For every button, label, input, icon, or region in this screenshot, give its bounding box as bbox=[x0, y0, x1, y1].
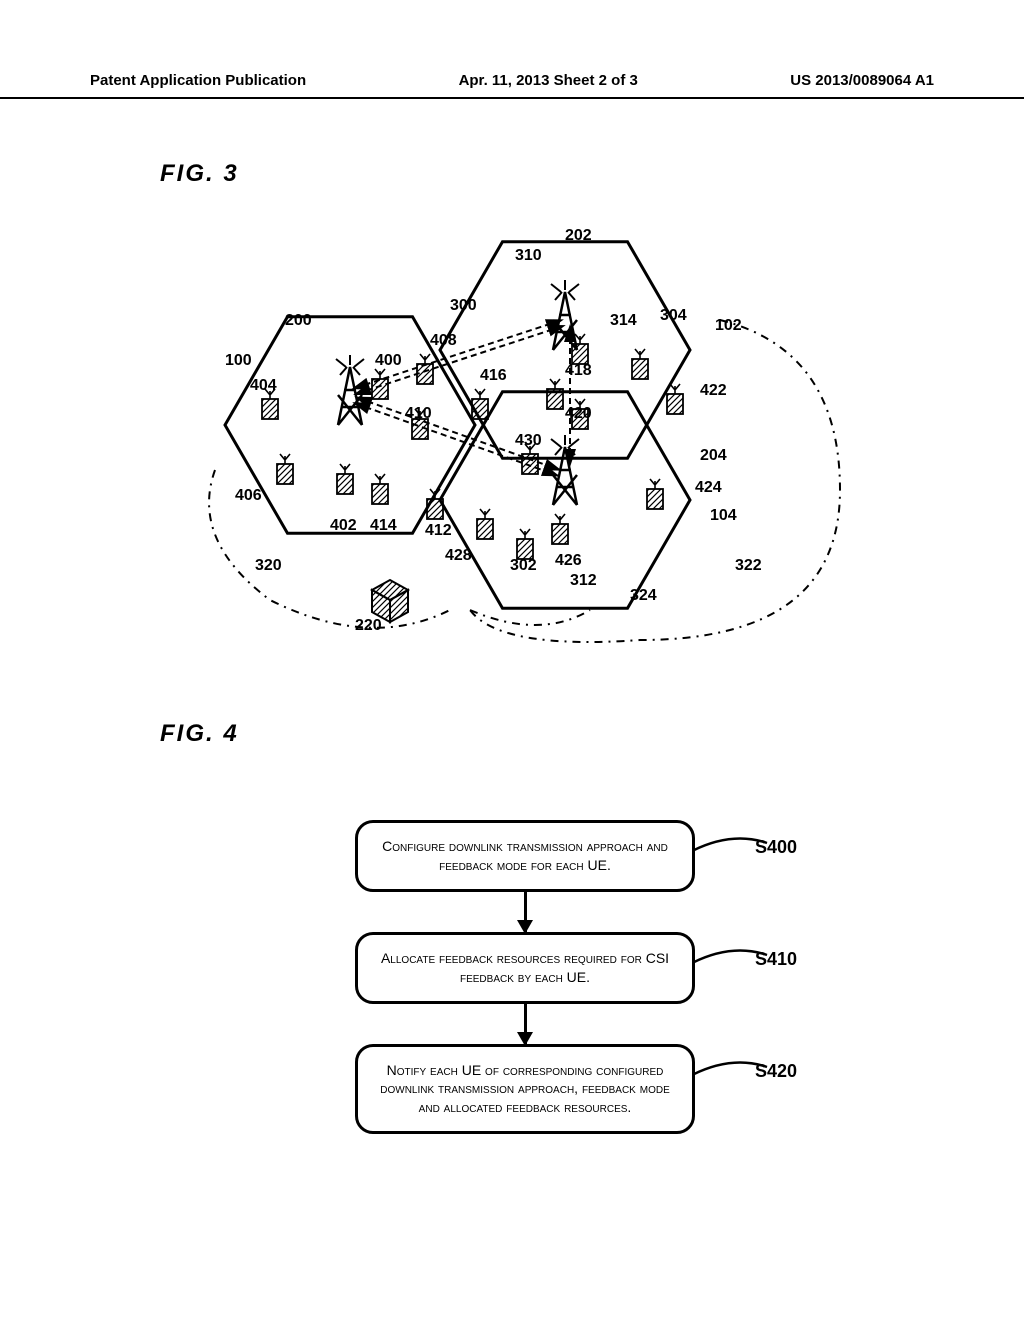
flow-arrow-icon bbox=[524, 1004, 527, 1044]
header-right: US 2013/0089064 A1 bbox=[790, 72, 934, 89]
svg-text:312: 312 bbox=[570, 572, 597, 589]
flow-step-text: Notify each UE of corresponding configur… bbox=[380, 1062, 669, 1116]
svg-text:422: 422 bbox=[700, 382, 727, 399]
svg-text:416: 416 bbox=[480, 367, 507, 384]
flow-step-id: S400 bbox=[755, 835, 797, 859]
svg-text:426: 426 bbox=[555, 552, 582, 569]
flow-step-id: S410 bbox=[755, 947, 797, 971]
svg-text:418: 418 bbox=[565, 362, 592, 379]
svg-text:200: 200 bbox=[285, 312, 312, 329]
svg-text:220: 220 bbox=[355, 617, 382, 634]
flow-step-s400: Configure downlink transmission approach… bbox=[355, 820, 695, 892]
svg-text:320: 320 bbox=[255, 557, 282, 574]
svg-text:324: 324 bbox=[630, 587, 657, 604]
svg-text:314: 314 bbox=[610, 312, 637, 329]
fig3-diagram: 202 310 300 314 304 102 200 100 404 400 408 416 418 4… bbox=[120, 170, 900, 670]
fig4-label: FIG. 4 bbox=[160, 720, 239, 748]
svg-text:420: 420 bbox=[565, 405, 592, 422]
svg-text:204: 204 bbox=[700, 447, 727, 464]
svg-text:400: 400 bbox=[375, 352, 402, 369]
svg-text:304: 304 bbox=[660, 307, 687, 324]
svg-text:100: 100 bbox=[225, 352, 252, 369]
page-header: Patent Application Publication Apr. 11, … bbox=[0, 72, 1024, 99]
svg-text:102: 102 bbox=[715, 317, 742, 334]
flow-step-s420: Notify each UE of corresponding configur… bbox=[355, 1044, 695, 1135]
svg-text:408: 408 bbox=[430, 332, 457, 349]
flow-step-text: Configure downlink transmission approach… bbox=[382, 838, 668, 873]
svg-text:412: 412 bbox=[425, 522, 452, 539]
fig4-flowchart: Configure downlink transmission approach… bbox=[250, 820, 800, 1134]
flow-step-text: Allocate feedback resources required for… bbox=[381, 950, 669, 985]
svg-text:410: 410 bbox=[405, 405, 432, 422]
svg-text:428: 428 bbox=[445, 547, 472, 564]
flow-step-s410: Allocate feedback resources required for… bbox=[355, 932, 695, 1004]
header-center: Apr. 11, 2013 Sheet 2 of 3 bbox=[459, 72, 638, 89]
svg-text:202: 202 bbox=[565, 227, 592, 244]
flow-arrow-icon bbox=[524, 892, 527, 932]
svg-text:424: 424 bbox=[695, 479, 722, 496]
fig3-svg: 202 310 300 314 304 102 200 100 404 400 408 416 418 4… bbox=[120, 170, 900, 670]
svg-text:310: 310 bbox=[515, 247, 542, 264]
svg-text:406: 406 bbox=[235, 487, 262, 504]
svg-text:302: 302 bbox=[510, 557, 537, 574]
svg-text:402: 402 bbox=[330, 517, 357, 534]
svg-text:430: 430 bbox=[515, 432, 542, 449]
svg-text:104: 104 bbox=[710, 507, 737, 524]
svg-text:322: 322 bbox=[735, 557, 762, 574]
svg-text:300: 300 bbox=[450, 297, 477, 314]
svg-text:404: 404 bbox=[250, 377, 277, 394]
flow-step-id: S420 bbox=[755, 1059, 797, 1083]
svg-text:414: 414 bbox=[370, 517, 397, 534]
header-left: Patent Application Publication bbox=[90, 72, 306, 89]
